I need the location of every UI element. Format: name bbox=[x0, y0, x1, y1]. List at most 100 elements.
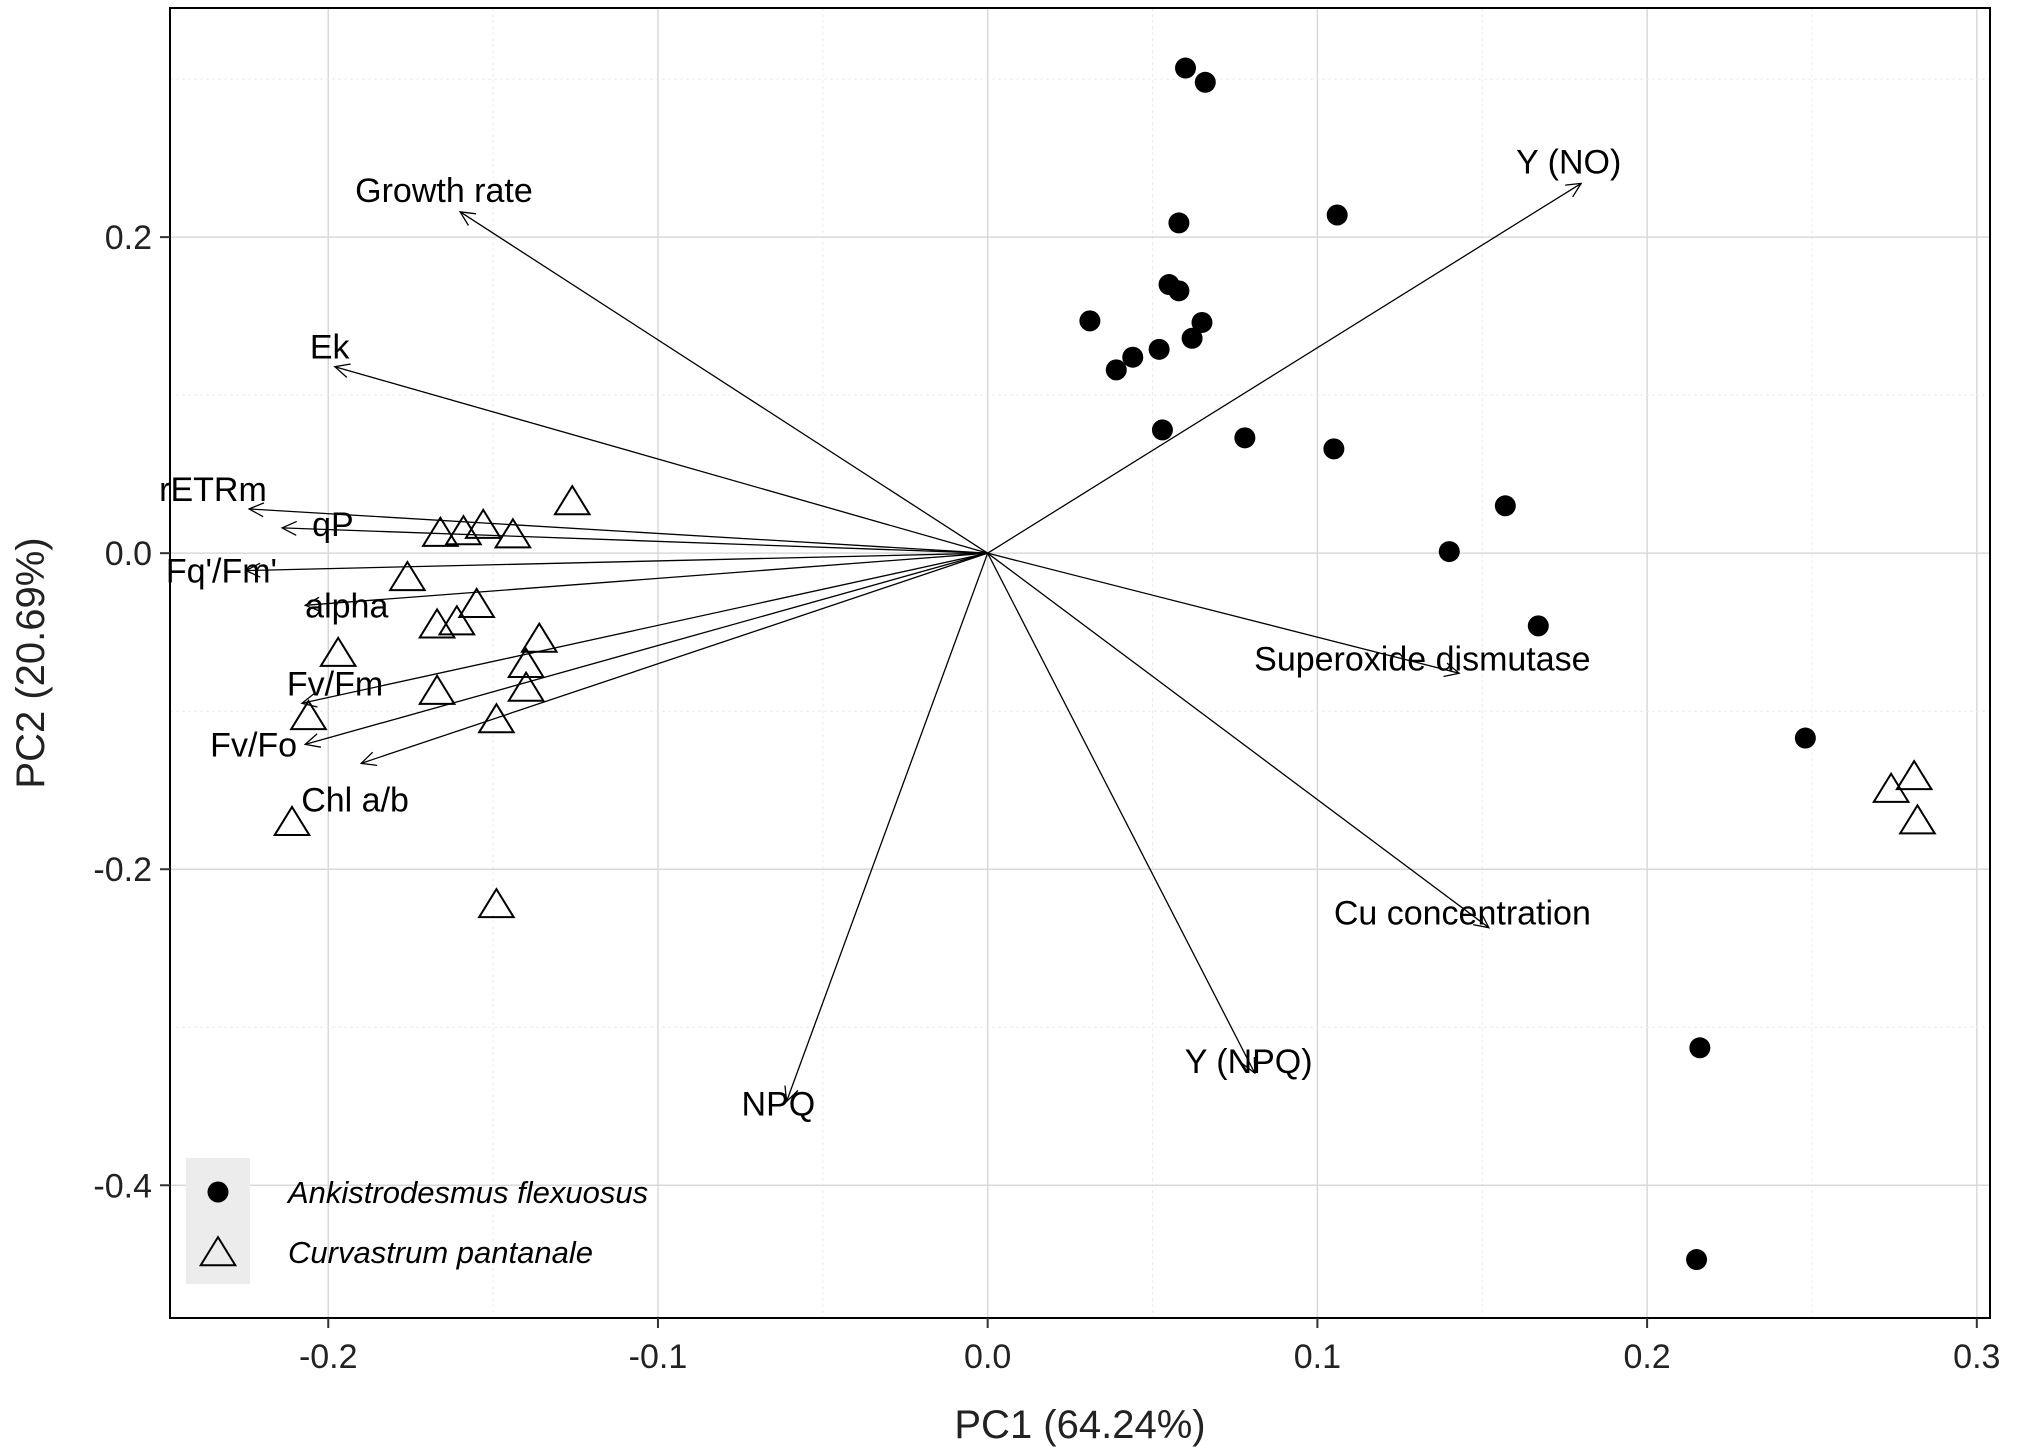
vector-y-no bbox=[987, 182, 1582, 554]
point-curvastrum bbox=[477, 887, 516, 919]
vector-arrowhead bbox=[1473, 913, 1491, 929]
plot-border-rect bbox=[169, 7, 1991, 1319]
legend: Ankistrodesmus flexuosus Curvastrum pant… bbox=[186, 1158, 648, 1284]
axis-ticks: -0.2 -0.1 0.0 0.1 0.2 0.3 0.2 0.0 -0.2 -0.4 bbox=[93, 219, 2000, 1376]
vector-fv-fo bbox=[305, 552, 988, 746]
plot-border bbox=[169, 7, 1991, 1319]
vector-arrowhead bbox=[1241, 1057, 1256, 1075]
point-curvastrum bbox=[388, 560, 427, 592]
point-ankistrodesmus bbox=[1181, 327, 1203, 349]
y-tick-label: 0.2 bbox=[105, 219, 152, 257]
x-tick-label: 0.0 bbox=[964, 1338, 1011, 1376]
point-ankistrodesmus bbox=[1194, 71, 1216, 93]
vector-fv-fm bbox=[301, 552, 988, 704]
point-curvastrum bbox=[553, 484, 592, 516]
point-ankistrodesmus bbox=[1686, 1249, 1708, 1271]
loading-vectors: Growth rate Ek rETRm qP Fq'/Fm' alpha Fv/Fm Fv/… bbox=[159, 143, 1621, 1123]
vector-arrowhead bbox=[303, 733, 322, 748]
vector-arrowhead bbox=[458, 211, 477, 226]
x-tick-label: -0.1 bbox=[629, 1338, 688, 1376]
legend-key-circle bbox=[207, 1181, 229, 1203]
point-ankistrodesmus bbox=[1175, 57, 1197, 79]
y-tick-label: -0.4 bbox=[93, 1167, 152, 1205]
point-ankistrodesmus bbox=[1326, 204, 1348, 226]
point-ankistrodesmus bbox=[1151, 419, 1173, 441]
point-curvastrum bbox=[507, 647, 546, 678]
vector-label-retrm: rETRm bbox=[159, 471, 267, 509]
point-ankistrodesmus bbox=[1794, 727, 1816, 749]
vector-label-alpha: alpha bbox=[305, 587, 388, 625]
point-ankistrodesmus bbox=[1494, 495, 1516, 517]
point-ankistrodesmus bbox=[1168, 280, 1190, 302]
vector-label-ek: Ek bbox=[310, 329, 351, 367]
point-curvastrum bbox=[444, 514, 483, 546]
vector-label-npq: NPQ bbox=[742, 1086, 816, 1124]
point-ankistrodesmus bbox=[1323, 438, 1345, 460]
point-curvastrum bbox=[520, 621, 559, 653]
plot-panel bbox=[170, 8, 1990, 1318]
vector-alpha bbox=[305, 552, 988, 606]
vector-arrowhead bbox=[247, 502, 265, 518]
legend-circle-marker bbox=[207, 1181, 229, 1203]
point-ankistrodesmus bbox=[1148, 338, 1170, 360]
vector-growth-rate bbox=[459, 211, 989, 554]
y-axis-title: PC2 (20.69%) bbox=[9, 537, 53, 788]
vector-qp bbox=[282, 527, 988, 554]
vector-label-cu-concentration: Cu concentration bbox=[1334, 895, 1591, 933]
vector-arrowhead bbox=[333, 363, 351, 378]
vector-label-superoxide-dismutase: Superoxide dismutase bbox=[1254, 640, 1590, 678]
vector-arrowhead bbox=[280, 520, 298, 536]
point-curvastrum bbox=[272, 805, 312, 837]
vector-fq-fm bbox=[245, 552, 988, 572]
point-ankistrodesmus bbox=[1105, 359, 1127, 381]
point-curvastrum bbox=[1895, 759, 1934, 791]
legend-label-ankistrodesmus: Ankistrodesmus flexuosus bbox=[286, 1175, 648, 1210]
point-curvastrum bbox=[417, 607, 457, 639]
grid-lines bbox=[170, 8, 1990, 1318]
point-curvastrum bbox=[493, 517, 532, 549]
y-tick-label: 0.0 bbox=[105, 535, 152, 573]
point-curvastrum bbox=[1898, 803, 1937, 835]
x-tick-label: 0.3 bbox=[1953, 1338, 2000, 1376]
vector-label-fv-fm: Fv/Fm bbox=[287, 665, 383, 703]
point-ankistrodesmus bbox=[1191, 311, 1213, 333]
legend-background bbox=[186, 1158, 250, 1284]
vector-ek bbox=[334, 366, 988, 554]
vector-chl-a-b bbox=[361, 552, 988, 764]
point-ankistrodesmus bbox=[1079, 310, 1101, 332]
vector-superoxide-dismutase bbox=[987, 552, 1460, 674]
point-curvastrum bbox=[457, 586, 496, 618]
point-curvastrum bbox=[477, 702, 516, 734]
vector-arrowhead bbox=[1565, 182, 1583, 198]
vector-label-fv-fo: Fv/Fo bbox=[210, 726, 297, 764]
point-curvastrum bbox=[464, 507, 503, 539]
vector-arrowhead bbox=[303, 596, 321, 612]
point-curvastrum bbox=[289, 699, 328, 731]
vector-arrowhead bbox=[244, 562, 261, 578]
point-curvastrum bbox=[507, 670, 546, 702]
vector-y-npq bbox=[987, 552, 1256, 1074]
vector-arrowhead bbox=[1443, 662, 1461, 678]
point-ankistrodesmus bbox=[1122, 346, 1144, 368]
vector-npq bbox=[785, 552, 989, 1102]
point-ankistrodesmus bbox=[1689, 1037, 1711, 1059]
point-ankistrodesmus bbox=[1234, 427, 1256, 449]
vector-label-chl-a-b: Chl a/b bbox=[301, 781, 409, 819]
point-ankistrodesmus bbox=[1438, 541, 1460, 563]
vector-arrowhead bbox=[784, 1085, 799, 1103]
x-tick-label: 0.2 bbox=[1623, 1338, 1670, 1376]
legend-triangle-marker bbox=[198, 1235, 238, 1267]
point-curvastrum bbox=[417, 673, 457, 705]
legend-key-triangle bbox=[198, 1235, 238, 1267]
point-ankistrodesmus bbox=[1527, 615, 1549, 637]
legend-label-curvastrum: Curvastrum pantanale bbox=[288, 1235, 593, 1270]
vector-label-y-npq: Y (NPQ) bbox=[1185, 1043, 1313, 1081]
y-tick-label: -0.2 bbox=[93, 851, 152, 889]
score-points bbox=[272, 57, 1937, 1271]
vector-arrowhead bbox=[359, 751, 378, 767]
point-curvastrum bbox=[319, 635, 358, 667]
point-curvastrum bbox=[437, 604, 476, 636]
vector-label-growth-rate: Growth rate bbox=[355, 172, 533, 210]
x-tick-label: -0.2 bbox=[299, 1338, 358, 1376]
